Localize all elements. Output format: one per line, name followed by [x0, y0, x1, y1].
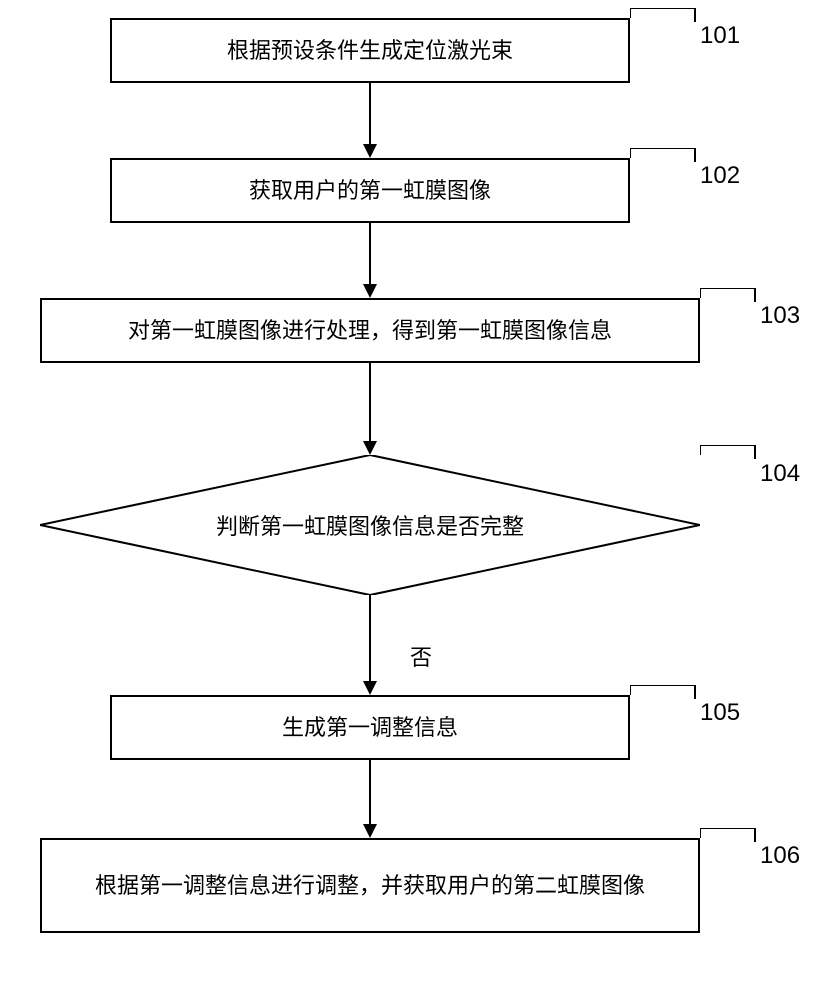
label-connector-5: [700, 828, 759, 842]
node-label-102: 102: [700, 162, 740, 190]
node-text: 根据第一调整信息进行调整，并获取用户的第二虹膜图像: [95, 869, 645, 902]
process-node-105: 生成第一调整信息: [110, 695, 630, 760]
flowchart-container: 根据预设条件生成定位激光束 101 获取用户的第一虹膜图像 102 对第一虹膜图像进行处…: [0, 0, 836, 1000]
label-connector-1: [630, 148, 699, 162]
label-connector-0: [630, 8, 699, 22]
node-text: 获取用户的第一虹膜图像: [249, 174, 491, 207]
process-node-102: 获取用户的第一虹膜图像: [110, 158, 630, 223]
label-connector-4: [630, 685, 699, 699]
node-label-105: 105: [700, 699, 740, 727]
node-text: 判断第一虹膜图像信息是否完整: [216, 509, 524, 541]
edge-label-104-105: 否: [410, 640, 432, 672]
arrow-103-104: [360, 363, 380, 455]
arrow-105-106: [360, 760, 380, 838]
node-text: 生成第一调整信息: [282, 711, 458, 744]
node-label-103: 103: [760, 302, 800, 330]
label-connector-3: [700, 445, 759, 459]
arrow-101-102: [360, 83, 380, 158]
arrow-102-103: [360, 223, 380, 298]
decision-node-104: 判断第一虹膜图像信息是否完整: [40, 455, 700, 595]
arrow-104-105: [360, 595, 380, 695]
process-node-106: 根据第一调整信息进行调整，并获取用户的第二虹膜图像: [40, 838, 700, 933]
node-label-104: 104: [760, 460, 800, 488]
label-connector-2: [700, 288, 759, 302]
process-node-103: 对第一虹膜图像进行处理，得到第一虹膜图像信息: [40, 298, 700, 363]
node-label-106: 106: [760, 842, 800, 870]
process-node-101: 根据预设条件生成定位激光束: [110, 18, 630, 83]
node-text: 根据预设条件生成定位激光束: [227, 34, 513, 67]
node-text: 对第一虹膜图像进行处理，得到第一虹膜图像信息: [128, 314, 612, 347]
node-label-101: 101: [700, 22, 740, 50]
